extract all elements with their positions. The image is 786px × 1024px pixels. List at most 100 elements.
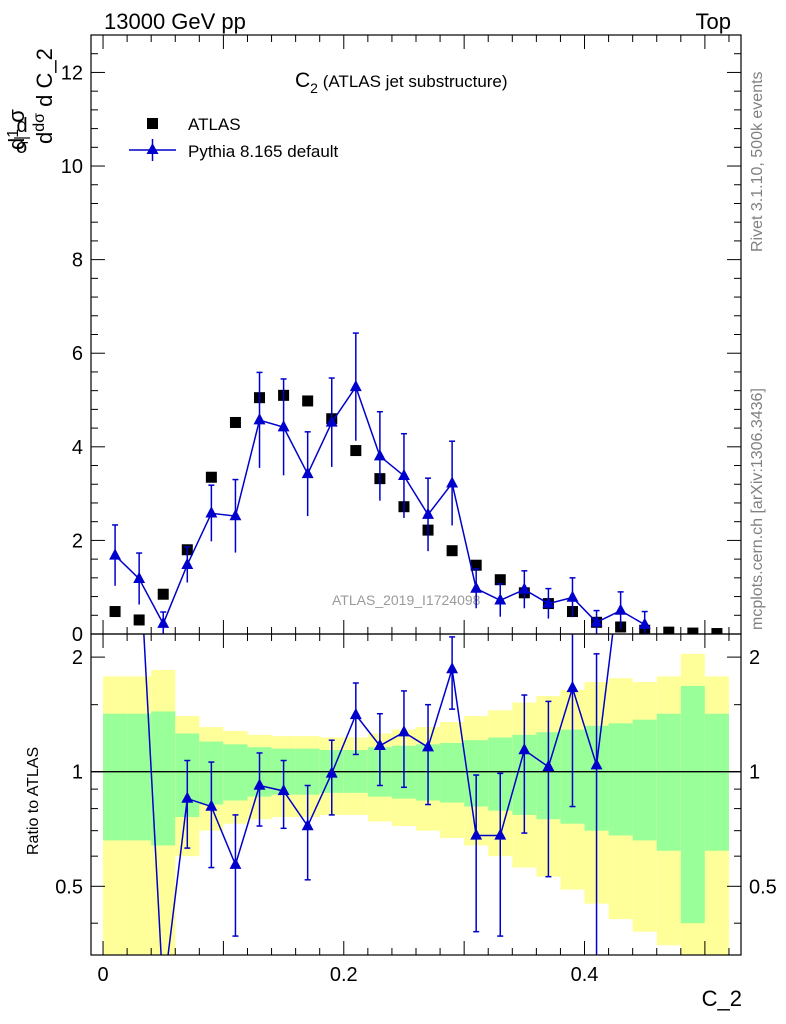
ratio-y-tick-label: 2 bbox=[72, 647, 83, 669]
ratio-point bbox=[470, 828, 483, 840]
pythia-point bbox=[133, 571, 146, 583]
pythia-point bbox=[566, 590, 579, 602]
x-tick-label: 0.2 bbox=[330, 964, 358, 986]
legend-atlas-label: ATLAS bbox=[188, 115, 241, 134]
main-y-tick-label: 2 bbox=[72, 530, 83, 552]
pythia-point bbox=[470, 581, 483, 593]
pythia-point bbox=[422, 507, 434, 519]
ratio-point bbox=[229, 857, 242, 869]
legend-pythia-label: Pythia 8.165 default bbox=[188, 142, 339, 161]
header-right: Top bbox=[696, 9, 731, 34]
atlas-data-point bbox=[229, 416, 241, 428]
analysis-watermark: ATLAS_2019_I1724098 bbox=[332, 592, 481, 608]
x-tick-label: 0.4 bbox=[571, 964, 599, 986]
ratio-y-tick-label-right: 2 bbox=[749, 647, 760, 669]
main-y-axis-label-text: ddσ d C_2 bbox=[31, 48, 57, 144]
ratio-point bbox=[542, 759, 555, 772]
main-y-tick-label: 6 bbox=[72, 343, 83, 365]
pythia-point bbox=[253, 413, 266, 425]
atlas-data-point bbox=[711, 628, 723, 634]
atlas-data-point bbox=[687, 627, 699, 634]
legend-pythia-marker bbox=[146, 143, 159, 154]
ratio-point bbox=[422, 740, 434, 752]
pythia-point bbox=[157, 616, 170, 628]
ratio-point bbox=[398, 725, 410, 737]
ratio-point bbox=[518, 743, 531, 755]
pythia-point bbox=[205, 506, 218, 518]
ratio-point bbox=[373, 738, 386, 750]
ratio-point bbox=[566, 680, 579, 693]
atlas-data-point bbox=[157, 588, 169, 600]
pythia-point bbox=[590, 615, 603, 627]
pythia-point bbox=[181, 557, 194, 569]
pythia-point bbox=[277, 420, 290, 432]
pythia-point bbox=[349, 379, 362, 392]
band-inner-bin bbox=[632, 719, 657, 841]
band-inner-bin bbox=[223, 744, 248, 801]
main-panel-data bbox=[109, 332, 723, 634]
atlas-data-point bbox=[133, 614, 145, 626]
atlas-data-point bbox=[205, 471, 217, 483]
ratio-y-tick-label: 0.5 bbox=[55, 876, 83, 898]
atlas-data-point bbox=[350, 445, 362, 457]
pythia-point bbox=[542, 596, 555, 608]
main-y-tick-label: 0 bbox=[72, 624, 83, 646]
atlas-data-point bbox=[470, 559, 482, 571]
ratio-y-axis-label: Ratio to ATLAS bbox=[25, 747, 42, 855]
header-left: 13000 GeV pp bbox=[104, 9, 246, 34]
pythia-point bbox=[518, 582, 531, 594]
atlas-data-point bbox=[109, 606, 121, 618]
main-y-tick-label: 12 bbox=[61, 62, 83, 84]
main-y-axis-label: d σ bbox=[14, 115, 30, 158]
band-inner-bin bbox=[440, 742, 465, 803]
band-inner-bin bbox=[656, 713, 681, 851]
band-inner-bin bbox=[103, 713, 128, 841]
ratio-point bbox=[494, 828, 507, 840]
ratio-point bbox=[205, 799, 218, 811]
atlas-data-point bbox=[663, 626, 675, 634]
ratio-point bbox=[301, 819, 314, 831]
band-inner-bin bbox=[608, 723, 633, 836]
pythia-point bbox=[494, 593, 507, 605]
mcplots-reference-label: mcplots.cern.ch [arXiv:1306.3436] bbox=[749, 388, 766, 630]
main-y-tick-label: 8 bbox=[72, 250, 83, 272]
ratio-panel-data bbox=[143, 634, 614, 955]
ratio-y-tick-label: 1 bbox=[72, 762, 83, 784]
atlas-data-point bbox=[446, 545, 458, 557]
pythia-point bbox=[614, 603, 627, 615]
band-inner-bin bbox=[151, 711, 176, 846]
pythia-point bbox=[325, 415, 338, 427]
ratio-uncertainty-bands bbox=[103, 653, 729, 955]
pythia-point bbox=[301, 466, 314, 479]
main-y-tick-label: 4 bbox=[72, 437, 83, 459]
legend-atlas-marker bbox=[147, 118, 158, 129]
main-y-axis-label-prefix: d1 σ bbox=[4, 109, 29, 150]
pythia-point bbox=[398, 468, 410, 481]
svg-text:σ: σ bbox=[16, 136, 29, 158]
x-tick-label: 0 bbox=[97, 964, 108, 986]
pythia-point bbox=[109, 548, 122, 560]
legend: ATLAS Pythia 8.165 default bbox=[129, 115, 339, 161]
ratio-point bbox=[181, 791, 194, 803]
pythia-point bbox=[373, 449, 386, 461]
ratio-y-tick-label-right: 1 bbox=[749, 762, 760, 784]
ratio-point bbox=[277, 783, 290, 796]
band-inner-bin bbox=[680, 685, 705, 924]
ratio-point bbox=[253, 778, 266, 790]
x-axis-label: C_2 bbox=[702, 986, 742, 1011]
ratio-point bbox=[325, 766, 338, 778]
ratio-point bbox=[590, 758, 603, 770]
ratio-point bbox=[349, 707, 362, 720]
ratio-point bbox=[446, 662, 459, 674]
main-y-tick-label: 10 bbox=[61, 156, 83, 178]
band-inner-bin bbox=[127, 713, 152, 841]
svg-text:d: d bbox=[16, 115, 27, 137]
atlas-data-point bbox=[302, 395, 314, 407]
pythia-point bbox=[446, 476, 459, 488]
atlas-data-point bbox=[494, 574, 506, 586]
rivet-info-label: Rivet 3.1.10, 500k events bbox=[749, 71, 766, 252]
pythia-point bbox=[638, 617, 651, 629]
pythia-point bbox=[229, 509, 242, 521]
